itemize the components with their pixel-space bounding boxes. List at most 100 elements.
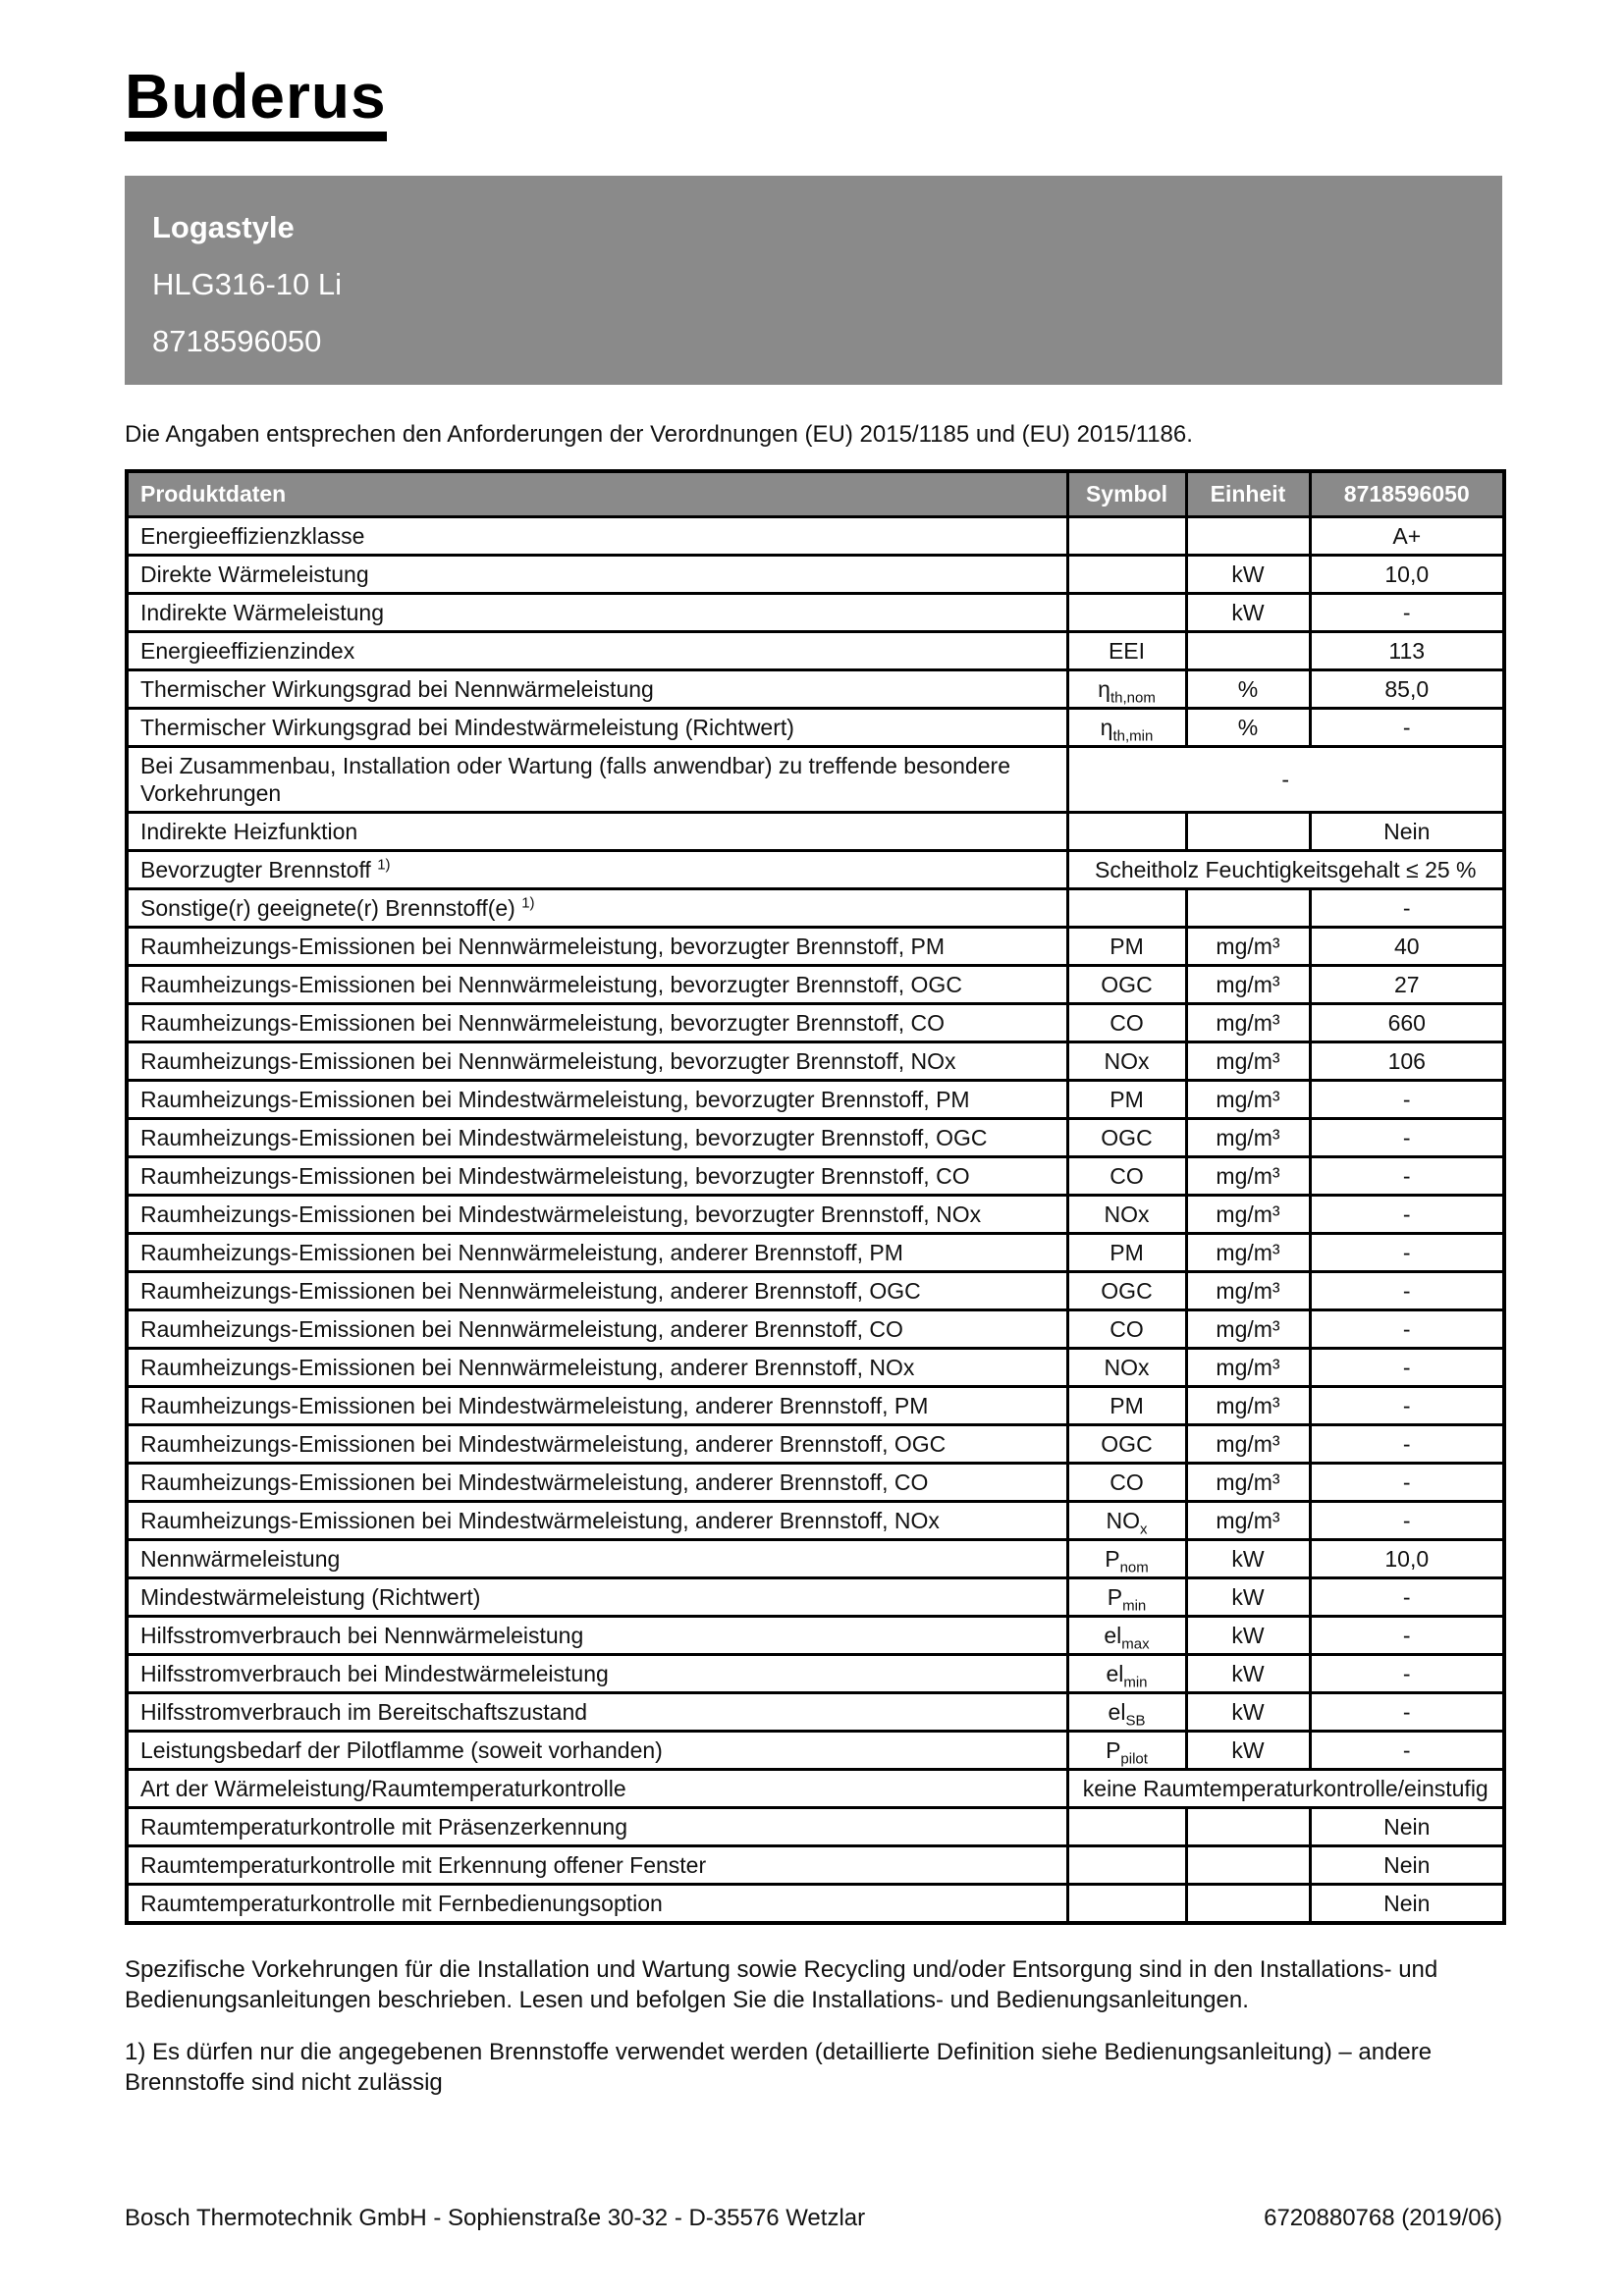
row-unit: kW bbox=[1184, 1690, 1312, 1733]
row-value: - bbox=[1308, 1690, 1506, 1733]
table-row: Raumheizungs-Emissionen bei Mindestwärme… bbox=[125, 1116, 1506, 1158]
table-row: Nennwärmeleistung Pnom kW 10,0 bbox=[125, 1537, 1506, 1579]
row-value: - bbox=[1308, 1346, 1506, 1388]
table-row: Raumtemperaturkontrolle mit Fernbedienun… bbox=[125, 1882, 1506, 1924]
row-label: Nennwärmeleistung bbox=[125, 1537, 1069, 1579]
row-label: Raumheizungs-Emissionen bei Mindestwärme… bbox=[125, 1154, 1069, 1197]
row-symbol: elSB bbox=[1065, 1690, 1188, 1733]
table-row: Raumheizungs-Emissionen bei Nennwärmelei… bbox=[125, 1308, 1506, 1350]
row-unit: mg/m³ bbox=[1184, 1499, 1312, 1541]
row-label: Thermischer Wirkungsgrad bei Mindestwärm… bbox=[125, 706, 1069, 748]
row-unit bbox=[1184, 1805, 1312, 1847]
row-unit: mg/m³ bbox=[1184, 1231, 1312, 1273]
row-symbol bbox=[1065, 1882, 1188, 1924]
row-symbol: PM bbox=[1065, 1231, 1188, 1273]
footer-document-number: 6720880768 (2019/06) bbox=[1264, 2205, 1502, 2231]
row-value: - bbox=[1308, 706, 1506, 748]
row-symbol: PM bbox=[1065, 1078, 1188, 1120]
col-header-einheit: Einheit bbox=[1184, 469, 1312, 518]
row-value: Nein bbox=[1308, 1882, 1506, 1924]
row-value: - bbox=[1308, 1729, 1506, 1771]
row-symbol: elmax bbox=[1065, 1614, 1188, 1656]
col-header-symbol: Symbol bbox=[1065, 469, 1188, 518]
row-unit: mg/m³ bbox=[1184, 1001, 1312, 1043]
maintenance-note: Spezifische Vorkehrungen für die Install… bbox=[125, 1955, 1438, 2013]
row-value: Nein bbox=[1308, 1843, 1506, 1886]
row-symbol: CO bbox=[1065, 1154, 1188, 1197]
row-symbol: NOx bbox=[1065, 1193, 1188, 1235]
row-symbol: NOx bbox=[1065, 1040, 1188, 1082]
row-label: Raumheizungs-Emissionen bei Mindestwärme… bbox=[125, 1499, 1069, 1541]
row-symbol: elmin bbox=[1065, 1652, 1188, 1694]
regulation-statement: Die Angaben entsprechen den Anforderunge… bbox=[125, 421, 1193, 448]
table-row: Raumheizungs-Emissionen bei Nennwärmelei… bbox=[125, 1001, 1506, 1043]
table-row: Raumheizungs-Emissionen bei Mindestwärme… bbox=[125, 1154, 1506, 1197]
row-unit bbox=[1184, 810, 1312, 852]
row-label: Raumheizungs-Emissionen bei Nennwärmelei… bbox=[125, 925, 1069, 967]
product-order-number: 8718596050 bbox=[152, 324, 322, 358]
row-unit: mg/m³ bbox=[1184, 1461, 1312, 1503]
row-symbol: OGC bbox=[1065, 963, 1188, 1005]
row-unit: % bbox=[1184, 667, 1312, 710]
row-value: Nein bbox=[1308, 810, 1506, 852]
table-row: Direkte Wärmeleistung kW 10,0 bbox=[125, 553, 1506, 595]
row-symbol: OGC bbox=[1065, 1422, 1188, 1465]
row-label: Bevorzugter Brennstoff 1) bbox=[125, 848, 1069, 890]
row-value: 106 bbox=[1308, 1040, 1506, 1082]
row-symbol: Ppilot bbox=[1065, 1729, 1188, 1771]
row-symbol: NOx bbox=[1065, 1499, 1188, 1541]
row-unit: mg/m³ bbox=[1184, 1116, 1312, 1158]
row-label: Raumheizungs-Emissionen bei Mindestwärme… bbox=[125, 1078, 1069, 1120]
row-unit bbox=[1184, 629, 1312, 671]
row-symbol bbox=[1065, 514, 1188, 557]
col-header-order-number: 8718596050 bbox=[1308, 469, 1506, 518]
buderus-logo: Buderus bbox=[125, 65, 387, 141]
row-symbol: ηth,min bbox=[1065, 706, 1188, 748]
row-value: 27 bbox=[1308, 963, 1506, 1005]
row-unit: kW bbox=[1184, 591, 1312, 633]
row-span-value: - bbox=[1065, 744, 1506, 814]
col-header-produktdaten: Produktdaten bbox=[125, 469, 1069, 518]
row-value: 40 bbox=[1308, 925, 1506, 967]
row-unit: kW bbox=[1184, 553, 1312, 595]
row-label: Hilfsstromverbrauch bei Nennwärmeleistun… bbox=[125, 1614, 1069, 1656]
table-row: Energieeffizienzklasse A+ bbox=[125, 514, 1506, 557]
row-label: Leistungsbedarf der Pilotflamme (soweit … bbox=[125, 1729, 1069, 1771]
row-symbol bbox=[1065, 591, 1188, 633]
table-row: Thermischer Wirkungsgrad bei Mindestwärm… bbox=[125, 706, 1506, 748]
table-row: Bei Zusammenbau, Installation oder Wartu… bbox=[125, 744, 1506, 814]
row-label: Sonstige(r) geeignete(r) Brennstoff(e) 1… bbox=[125, 886, 1069, 929]
row-label: Raumheizungs-Emissionen bei Mindestwärme… bbox=[125, 1116, 1069, 1158]
row-value: - bbox=[1308, 1575, 1506, 1618]
row-value: 113 bbox=[1308, 629, 1506, 671]
product-model: HLG316-10 Li bbox=[152, 267, 343, 301]
row-unit: kW bbox=[1184, 1537, 1312, 1579]
row-span-value: Scheitholz Feuchtigkeitsgehalt ≤ 25 % bbox=[1065, 848, 1506, 890]
table-row: Raumheizungs-Emissionen bei Mindestwärme… bbox=[125, 1461, 1506, 1503]
table-row: Raumheizungs-Emissionen bei Nennwärmelei… bbox=[125, 1269, 1506, 1311]
product-series: Logastyle bbox=[152, 210, 295, 244]
row-unit: kW bbox=[1184, 1614, 1312, 1656]
table-row: Raumheizungs-Emissionen bei Nennwärmelei… bbox=[125, 1231, 1506, 1273]
row-label: Indirekte Wärmeleistung bbox=[125, 591, 1069, 633]
table-row: Raumheizungs-Emissionen bei Mindestwärme… bbox=[125, 1499, 1506, 1541]
row-label: Energieeffizienzklasse bbox=[125, 514, 1069, 557]
row-symbol bbox=[1065, 553, 1188, 595]
row-label: Raumtemperaturkontrolle mit Fernbedienun… bbox=[125, 1882, 1069, 1924]
row-unit: kW bbox=[1184, 1575, 1312, 1618]
row-symbol: NOx bbox=[1065, 1346, 1188, 1388]
row-value: - bbox=[1308, 886, 1506, 929]
row-unit: % bbox=[1184, 706, 1312, 748]
table-row: Indirekte Wärmeleistung kW - bbox=[125, 591, 1506, 633]
footer-company-address: Bosch Thermotechnik GmbH - Sophienstraße… bbox=[125, 2205, 866, 2231]
table-row: Raumtemperaturkontrolle mit Präsenzerken… bbox=[125, 1805, 1506, 1847]
row-unit: mg/m³ bbox=[1184, 1078, 1312, 1120]
row-value: - bbox=[1308, 1384, 1506, 1426]
row-span-value: keine Raumtemperaturkontrolle/einstufig bbox=[1065, 1767, 1506, 1809]
row-value: - bbox=[1308, 1308, 1506, 1350]
row-symbol: EEI bbox=[1065, 629, 1188, 671]
table-row: Leistungsbedarf der Pilotflamme (soweit … bbox=[125, 1729, 1506, 1771]
table-row: Energieeffizienzindex EEI 113 bbox=[125, 629, 1506, 671]
row-value: - bbox=[1308, 1269, 1506, 1311]
table-row: Raumheizungs-Emissionen bei Nennwärmelei… bbox=[125, 963, 1506, 1005]
